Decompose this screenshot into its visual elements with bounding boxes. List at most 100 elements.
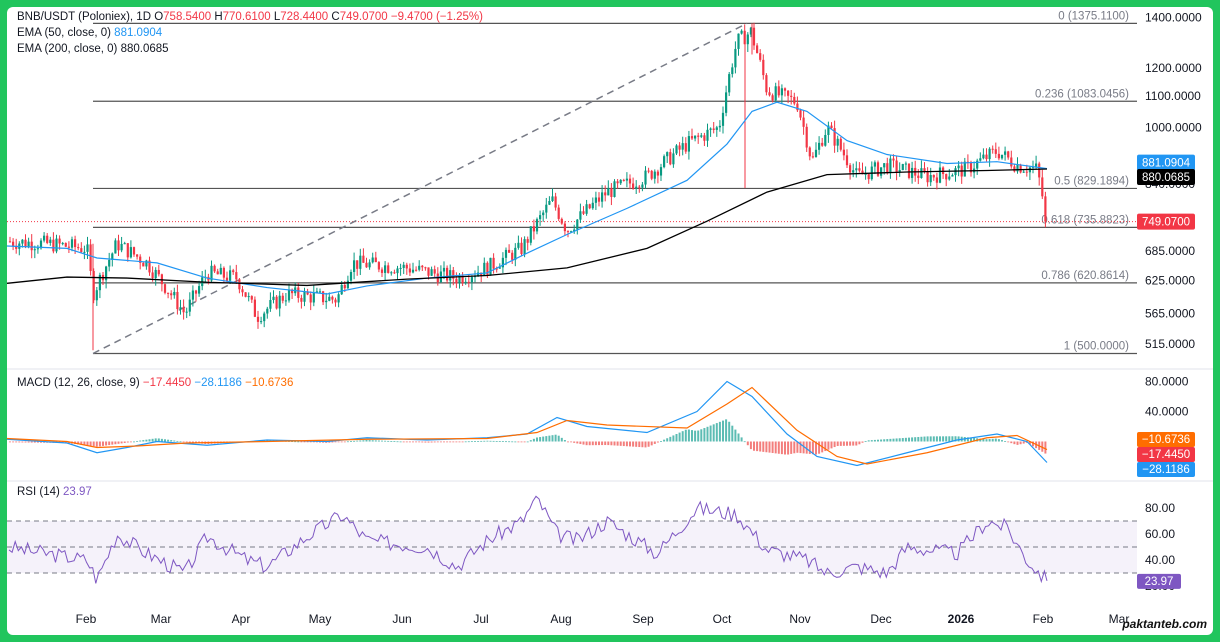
macd-histogram-bar — [315, 441, 318, 443]
macd-histogram-bar — [446, 441, 449, 443]
candle-body — [1000, 154, 1004, 159]
macd-histogram-bar — [870, 440, 873, 442]
candle-body — [300, 297, 303, 302]
macd-histogram-bar — [911, 437, 914, 442]
candle-body — [650, 170, 653, 179]
macd-histogram-bar — [880, 439, 883, 442]
macd-histogram-bar — [932, 436, 935, 442]
candle-body — [780, 88, 783, 96]
rsi-tick-label: 40.00 — [1145, 553, 1175, 567]
candle-body — [387, 265, 390, 273]
candle-body — [731, 67, 734, 75]
candle-body — [340, 284, 343, 295]
candle-body — [365, 262, 368, 268]
candle-body — [833, 128, 836, 146]
candle-body — [737, 33, 740, 49]
price-badge — [1137, 213, 1195, 230]
candle-body — [362, 255, 365, 263]
candle-body — [64, 243, 67, 247]
macd-histogram-bar — [415, 441, 418, 443]
candle-body — [653, 171, 656, 179]
candle-body — [861, 170, 864, 175]
macd-histogram-bar — [362, 440, 365, 442]
candle-body — [818, 142, 821, 150]
candle-body — [771, 95, 774, 101]
macd-histogram-bar — [728, 421, 731, 442]
macd-histogram-bar — [725, 419, 728, 442]
candle-body — [638, 186, 641, 188]
candle-body — [604, 192, 607, 196]
candle-body — [873, 162, 876, 167]
macd-histogram-bar — [601, 441, 604, 446]
macd-histogram-bar — [799, 441, 802, 454]
candle-body — [948, 176, 951, 180]
candle-body — [297, 287, 300, 298]
macd-histogram-bar — [787, 441, 790, 455]
macd-histogram-bar — [753, 441, 755, 451]
candle-body — [170, 293, 173, 296]
candle-body — [380, 269, 384, 273]
candle-body — [145, 260, 148, 267]
macd-histogram-bar — [436, 441, 439, 443]
macd-histogram-bar — [712, 424, 715, 442]
candle-body — [991, 148, 994, 150]
macd-histogram-bar — [666, 438, 669, 442]
macd-histogram-bar — [818, 441, 821, 454]
candle-body — [399, 267, 402, 269]
macd-histogram-bar — [154, 438, 157, 442]
candle-body — [384, 265, 387, 273]
candle-body — [260, 321, 263, 323]
candle-body — [129, 247, 132, 258]
macd-histogram-bar — [439, 441, 442, 443]
macd-histogram-bar — [139, 440, 142, 442]
candle-body — [904, 163, 907, 165]
candle-body — [1041, 177, 1044, 197]
candle-body — [675, 145, 678, 154]
macd-histogram-bar — [731, 425, 734, 442]
candle-body — [889, 158, 892, 173]
candle-body — [98, 274, 101, 291]
candle-body — [70, 239, 74, 248]
candle-body — [80, 248, 83, 253]
macd-histogram-bar — [883, 439, 886, 442]
macd-line-value: −28.1186 — [194, 377, 242, 389]
candle-body — [579, 211, 582, 220]
trading-chart[interactable]: 1400.00001200.00001100.00001000.0000840.… — [7, 7, 1213, 635]
macd-histogram-bar — [715, 423, 718, 442]
macd-histogram-bar — [647, 441, 650, 447]
macd-histogram-bar — [350, 441, 352, 442]
macd-signal-line — [7, 386, 1048, 465]
candle-body — [672, 153, 675, 165]
macd-histogram-bar — [464, 441, 467, 443]
candle-body — [1025, 171, 1028, 173]
candle-body — [157, 269, 160, 275]
ema50-label: EMA (50, close, 0) — [17, 27, 111, 39]
candle-body — [446, 267, 449, 281]
macd-histogram-bar — [824, 441, 827, 452]
macd-histogram-bar — [505, 441, 507, 443]
candle-body — [498, 267, 501, 269]
x-axis-label: Jun — [392, 612, 411, 626]
candle-body — [408, 268, 411, 273]
macd-histogram-bar — [557, 435, 560, 442]
candle-body — [814, 149, 818, 157]
macd-histogram-bar — [858, 441, 861, 445]
candle-body — [821, 142, 824, 146]
macd-histogram-bar — [489, 440, 492, 442]
candle-body — [368, 262, 371, 268]
candle-body — [979, 158, 982, 161]
macd-histogram-bar — [322, 441, 325, 443]
macd-histogram-bar — [111, 441, 114, 445]
macd-histogram-bar — [660, 441, 662, 442]
candle-body — [232, 270, 235, 273]
price-badge-label: 881.0904 — [1142, 158, 1191, 170]
macd-histogram-bar — [24, 441, 27, 443]
macd-histogram-bar — [77, 441, 80, 445]
candle-body — [377, 262, 380, 270]
macd-histogram-bar — [802, 441, 805, 454]
x-axis-label: 2026 — [948, 612, 975, 626]
macd-histogram-bar — [650, 441, 653, 446]
macd-histogram-bar — [697, 430, 700, 442]
macd-histogram-bar — [343, 441, 346, 443]
candle-body — [635, 186, 638, 189]
